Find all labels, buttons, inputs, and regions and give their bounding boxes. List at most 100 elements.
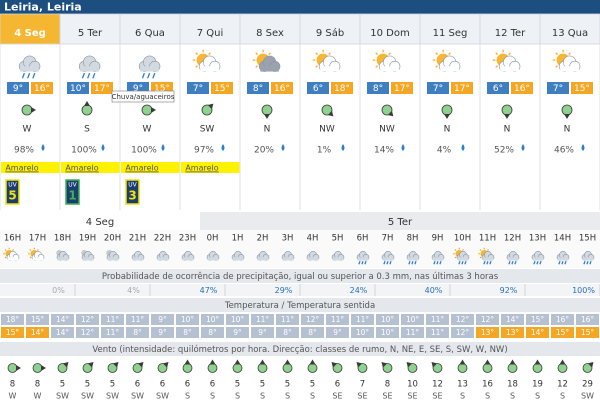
wind-circle — [321, 104, 333, 116]
wind-arrow — [141, 104, 156, 116]
section-title: Temperatura / Temperatura sentida — [224, 301, 375, 311]
precip-prob: 97% — [194, 146, 214, 156]
weather-icon — [506, 251, 520, 265]
wind-pointer — [459, 359, 466, 365]
weather-icon — [312, 49, 341, 72]
rain-drop — [411, 261, 414, 265]
day-label: 6 Qua — [135, 28, 165, 39]
hour-label: 4H — [307, 234, 319, 244]
cloud-base — [357, 257, 369, 261]
wind-pointer — [259, 359, 266, 365]
wind-circle — [182, 363, 193, 373]
rain-drop — [383, 261, 386, 265]
wind-direction: S — [510, 392, 515, 400]
feels-value: 8° — [183, 328, 192, 337]
rain-drop — [27, 72, 31, 79]
rain-drop — [81, 72, 86, 79]
wind-circle — [307, 363, 318, 373]
temp-value: 12° — [81, 315, 95, 324]
uv-box — [125, 179, 140, 205]
feels-cell — [76, 327, 99, 338]
day-label: 13 Qua — [552, 28, 588, 39]
precip-prob: 98% — [14, 146, 34, 156]
weather-icon — [372, 49, 401, 72]
wind-speed: 8 — [10, 380, 15, 390]
day-label: 11 Seg — [433, 28, 468, 39]
weather-icon — [306, 251, 320, 261]
min-temp-box — [427, 82, 449, 94]
wind-pointer — [62, 361, 69, 368]
wind-pointer — [331, 361, 338, 368]
cloud-base — [32, 257, 44, 261]
rain-drop — [511, 261, 514, 265]
temp-value: 15° — [531, 315, 545, 324]
max-temp-box — [391, 82, 413, 94]
cloud-base — [207, 257, 219, 261]
weather-icon — [106, 250, 120, 261]
wind-pointer — [504, 114, 510, 119]
wind-circle — [532, 363, 543, 373]
cloud-base — [200, 66, 219, 72]
wind-speed: 10 — [407, 380, 418, 390]
rain-drop — [486, 261, 489, 265]
temp-value: 15° — [31, 315, 45, 324]
cloud-base — [80, 66, 99, 72]
weather-icon — [281, 251, 295, 261]
wind-speed: 13 — [457, 380, 468, 390]
wind-arrow — [557, 359, 568, 373]
rain-drop — [583, 261, 586, 265]
min-temp: 6° — [493, 84, 503, 94]
uv-caption: UV — [128, 182, 137, 189]
feels-cell — [451, 327, 474, 338]
tooltip-box — [111, 90, 175, 103]
wind-pointer — [184, 359, 191, 365]
wind-pointer — [534, 359, 541, 365]
wind-speed: 6 — [135, 380, 140, 390]
section-title-bar — [0, 269, 600, 283]
wind-direction: SE — [407, 392, 417, 400]
wind-speed: 19 — [532, 380, 543, 390]
wind-direction: SW — [200, 125, 215, 135]
hour-label: 11H — [479, 234, 496, 244]
hour-label: 19H — [79, 234, 96, 244]
wind-pointer — [509, 359, 516, 365]
drop-icon — [461, 144, 465, 151]
min-temp-box — [307, 82, 329, 94]
section-title: Vento (intensidade: quilómetros por hora… — [92, 344, 507, 355]
day-header — [59, 13, 121, 45]
sun-ray — [375, 65, 379, 68]
feels-value: 15° — [581, 328, 595, 337]
hour-label: 9H — [432, 234, 444, 244]
wind-circle — [501, 104, 513, 116]
uv-index: 1 — [68, 189, 76, 203]
feels-cell — [101, 327, 124, 338]
wind-pointer — [207, 103, 214, 110]
cloud-base — [157, 257, 169, 261]
wind-pointer — [406, 361, 413, 368]
weather-icon — [192, 49, 221, 72]
rain-drop — [389, 261, 392, 265]
day-label: 8 Sex — [256, 28, 284, 39]
wind-arrow — [501, 104, 513, 119]
temp-cell — [351, 314, 374, 325]
cloud-base — [582, 257, 594, 261]
location-title: Leiria, Leiria — [4, 1, 82, 14]
temp-cell — [76, 314, 99, 325]
wind-direction: SW — [106, 392, 119, 400]
cloud-base — [457, 257, 469, 261]
feels-cell — [276, 327, 299, 338]
temp-cell — [201, 314, 224, 325]
rain-drop — [558, 261, 561, 265]
cloud-base — [82, 257, 94, 261]
wind-speed: 8 — [35, 380, 40, 390]
temp-value: 9° — [158, 315, 167, 324]
max-temp-box — [31, 82, 53, 94]
day-label: 7 Qui — [197, 28, 224, 39]
weather-icon — [531, 251, 545, 265]
drop-icon — [161, 144, 165, 151]
max-temp: 17° — [394, 84, 410, 94]
wind-circle — [441, 104, 453, 116]
rain-drop — [21, 72, 26, 79]
wind-arrow — [532, 359, 543, 373]
min-temp-box — [7, 82, 29, 94]
